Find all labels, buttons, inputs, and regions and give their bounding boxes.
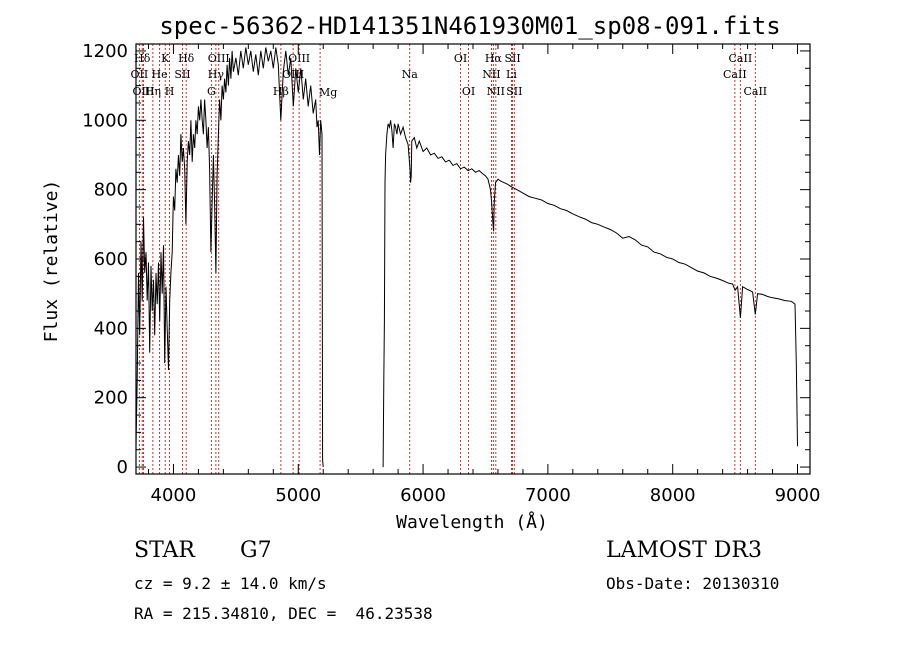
line-label-4: He [152,68,168,81]
spectral-line-markers [138,44,756,474]
line-label-16: Na [402,68,419,81]
line-label-3: K [161,52,170,65]
spectral-line-labels: Hδ OII OIII K He Hη Hδ SII H OIII Hγ G OIII OIII Hβ Mg N… [131,52,768,99]
x-tick-label-1: 5000 [275,485,321,506]
line-label-12: OIII [288,52,310,65]
line-label-22: Li [506,68,517,81]
x-axis-label: Wavelength (Å) [396,511,548,533]
line-label-10: Hγ [208,68,225,81]
x-tick-label-2: 6000 [400,485,446,506]
line-label-25: CaII [729,52,753,65]
plot-frame [135,43,811,475]
x-tick-label-3: 7000 [525,485,571,506]
line-label-24: SII [506,85,522,98]
line-label-18: OI [462,85,475,98]
spectrum-series [135,47,798,468]
y-tick-label-2: 400 [94,318,128,339]
ra-dec-coordinates: RA = 215.34810, DEC = 46.23538 [134,604,433,623]
line-label-11: G [207,85,216,98]
line-label-15: Mg [319,86,337,99]
object-subclass: G7 [240,538,272,563]
y-tick-label-4: 800 [94,180,128,201]
line-label-14: Hβ [273,85,289,98]
chart-title: spec-56362-HD141351N461930M01_sp08-091.f… [159,12,780,40]
line-label-6: Hδ [178,52,195,65]
x-tick-label-4: 8000 [650,485,696,506]
line-label-19: Hα [485,52,503,65]
line-label-5: Hη [145,85,161,98]
y-axis-label: Flux (relative) [41,180,62,343]
line-label-13: OIII [282,68,304,81]
object-class: STAR [134,538,195,563]
line-label-1: OII [131,68,149,81]
y-tick-label-5: 1000 [82,110,128,131]
x-tick-label-0: 4000 [151,485,197,506]
line-label-17: OI [454,52,467,65]
line-label-26: CaII [723,68,747,81]
spectrum-segment-0 [135,47,324,468]
observation-date: Obs-Date: 20130310 [606,574,780,593]
y-tick-label-1: 200 [94,388,128,409]
line-label-27: CaII [743,85,767,98]
x-tick-label-5: 9000 [775,485,821,506]
redshift-cz: cz = 9.2 ± 14.0 km/s [134,574,327,593]
line-label-0: Hδ [134,52,151,65]
spectrum-segment-1 [382,120,798,468]
survey-name: LAMOST DR3 [606,538,762,563]
y-tick-label-6: 1200 [82,41,128,62]
line-label-21: NII [482,68,500,81]
line-label-8: H [165,85,175,98]
line-label-9: OIII [208,52,230,65]
y-tick-label-3: 600 [94,249,128,270]
y-tick-label-0: 0 [117,457,128,478]
line-label-7: SII [174,68,190,81]
axis-ticks: 4000 5000 6000 7000 8000 9000 0 200 400 600 800 100… [82,41,820,506]
line-label-23: NII [487,85,505,98]
line-label-2: OIII [132,85,154,98]
line-label-20: SII [504,52,520,65]
